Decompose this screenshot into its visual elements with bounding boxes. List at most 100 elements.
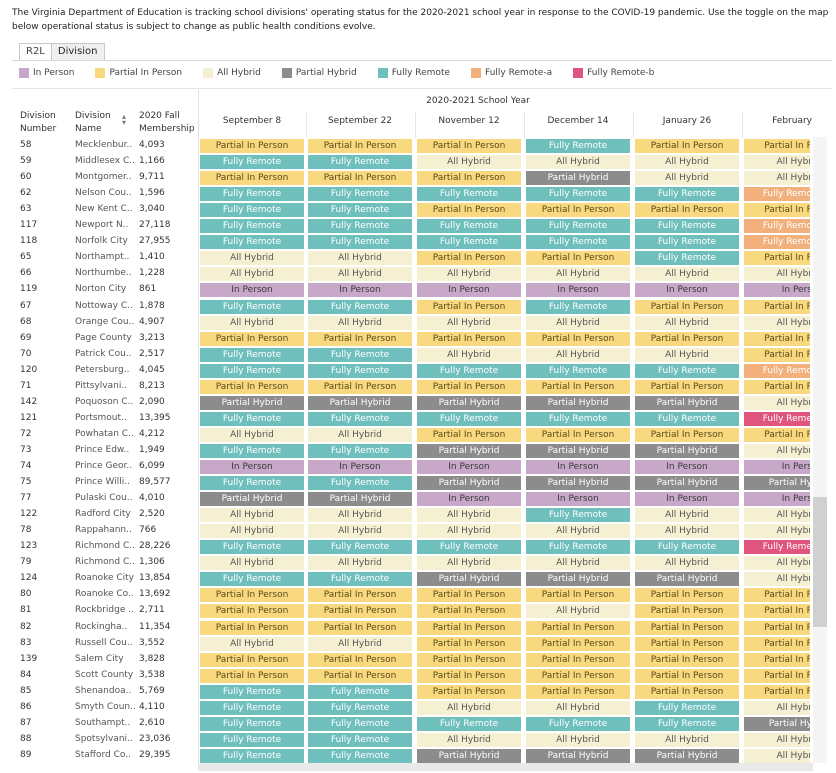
status-cell[interactable]: Partial In Person bbox=[635, 604, 739, 619]
status-cell[interactable]: Fully Remote bbox=[635, 411, 739, 426]
status-cell[interactable]: Fully Remote bbox=[200, 684, 304, 699]
status-cell[interactable]: All Hybrid bbox=[200, 508, 304, 523]
status-cell[interactable]: In Person bbox=[308, 283, 412, 298]
status-cell[interactable]: Fully Remote bbox=[308, 716, 412, 731]
status-cell[interactable]: All Hybrid bbox=[308, 315, 412, 330]
status-cell[interactable]: Partial In Person bbox=[526, 652, 630, 667]
legend-item[interactable]: Fully Remote bbox=[377, 66, 450, 80]
status-cell[interactable]: Partial In Person bbox=[417, 684, 521, 699]
status-cell[interactable]: Partial Hy bbox=[744, 716, 810, 731]
status-cell[interactable]: All Hybr bbox=[744, 315, 810, 330]
status-cell[interactable]: Fully Remote bbox=[200, 203, 304, 218]
status-cell[interactable]: All Hybrid bbox=[635, 347, 739, 362]
status-cell[interactable]: Partial Hy bbox=[744, 476, 810, 491]
status-cell[interactable]: Fully Remote bbox=[635, 187, 739, 202]
status-cell[interactable]: In Person bbox=[417, 283, 521, 298]
status-cell[interactable]: In Person bbox=[526, 460, 630, 474]
vertical-scrollbar[interactable] bbox=[813, 137, 827, 763]
status-cell[interactable]: Partial Hybrid bbox=[635, 748, 739, 763]
membership-header[interactable]: 2020 Fall Membership bbox=[139, 111, 195, 134]
status-cell[interactable]: All Hybr bbox=[744, 443, 810, 458]
status-cell[interactable]: Fully Remote bbox=[308, 540, 412, 555]
status-cell[interactable]: Partial In Person bbox=[417, 331, 521, 346]
status-cell[interactable]: All Hybr bbox=[744, 700, 810, 715]
status-cell[interactable]: Fully Remo bbox=[744, 187, 810, 202]
status-cell[interactable]: Partial In Person bbox=[417, 299, 521, 314]
status-cell[interactable]: Fully Remote bbox=[526, 716, 630, 731]
legend-item[interactable]: In Person bbox=[19, 66, 74, 80]
column-header[interactable]: December 14 bbox=[547, 116, 609, 126]
status-cell[interactable]: All Hybr bbox=[744, 395, 810, 410]
status-cell[interactable]: Partial Hybrid bbox=[526, 476, 630, 491]
vertical-scroll-thumb[interactable] bbox=[813, 497, 827, 627]
status-cell[interactable]: Fully Remote bbox=[200, 700, 304, 715]
status-cell[interactable]: All Hybrid bbox=[635, 556, 739, 571]
status-cell[interactable]: All Hybrid bbox=[417, 315, 521, 330]
status-cell[interactable]: Partial In Person bbox=[417, 668, 521, 683]
status-cell[interactable]: Partial In Person bbox=[635, 331, 739, 346]
status-cell[interactable]: Fully Remote bbox=[635, 251, 739, 266]
status-cell[interactable]: All Hybr bbox=[744, 748, 810, 763]
status-cell[interactable]: Fully Remote bbox=[635, 235, 739, 250]
status-cell[interactable]: Partial In Person bbox=[635, 379, 739, 394]
status-cell[interactable]: Partial In Person bbox=[635, 427, 739, 442]
status-cell[interactable]: Fully Remote bbox=[200, 299, 304, 314]
status-cell[interactable]: Partial In Person bbox=[308, 604, 412, 619]
status-cell[interactable]: All Hybrid bbox=[635, 155, 739, 170]
horizontal-scrollbar[interactable] bbox=[198, 763, 813, 771]
status-cell[interactable]: In Pers bbox=[744, 460, 810, 474]
status-cell[interactable]: Fully Remote bbox=[200, 155, 304, 170]
status-cell[interactable]: Partial In Person bbox=[417, 171, 521, 186]
status-cell[interactable]: Partial Hybrid bbox=[635, 476, 739, 491]
status-cell[interactable]: Partial In Person bbox=[526, 636, 630, 651]
status-cell[interactable]: Fully Remote bbox=[200, 716, 304, 731]
status-cell[interactable]: Fully Remote bbox=[200, 476, 304, 491]
status-cell[interactable]: All Hybrid bbox=[526, 700, 630, 715]
status-cell[interactable]: All Hybrid bbox=[308, 636, 412, 651]
status-cell[interactable]: All Hybrid bbox=[308, 251, 412, 266]
status-cell[interactable]: Fully Remote bbox=[526, 299, 630, 314]
legend-item[interactable]: Partial In Person bbox=[95, 66, 182, 80]
legend-item[interactable]: Partial Hybrid bbox=[281, 66, 357, 80]
status-cell[interactable]: Fully Remote bbox=[526, 363, 630, 378]
status-cell[interactable]: All Hybrid bbox=[308, 427, 412, 442]
status-cell[interactable]: Partial In P bbox=[744, 299, 810, 314]
status-cell[interactable]: Partial In Person bbox=[308, 139, 412, 153]
status-cell[interactable]: All Hybr bbox=[744, 155, 810, 170]
status-cell[interactable]: All Hybrid bbox=[635, 508, 739, 523]
status-cell[interactable]: All Hybrid bbox=[417, 267, 521, 282]
status-cell[interactable]: All Hybrid bbox=[635, 267, 739, 282]
status-cell[interactable]: Partial Hybrid bbox=[200, 492, 304, 507]
status-cell[interactable]: Fully Remote bbox=[308, 572, 412, 587]
status-cell[interactable]: All Hybrid bbox=[308, 524, 412, 539]
status-cell[interactable]: Partial In Person bbox=[417, 652, 521, 667]
status-cell[interactable]: Partial In P bbox=[744, 379, 810, 394]
status-cell[interactable]: All Hybr bbox=[744, 524, 810, 539]
status-cell[interactable]: Partial In Person bbox=[526, 251, 630, 266]
status-cell[interactable]: Partial Hybrid bbox=[417, 476, 521, 491]
status-cell[interactable]: Fully Reme bbox=[744, 540, 810, 555]
status-cell[interactable]: Partial In Person bbox=[417, 620, 521, 635]
status-cell[interactable]: Partial In Person bbox=[417, 139, 521, 153]
legend-item[interactable]: Fully Remote-b bbox=[573, 66, 654, 80]
status-cell[interactable]: Partial In P bbox=[744, 684, 810, 699]
status-cell[interactable]: In Person bbox=[200, 460, 304, 474]
status-cell[interactable]: All Hybrid bbox=[526, 267, 630, 282]
status-cell[interactable]: Partial In Person bbox=[526, 379, 630, 394]
status-cell[interactable]: Fully Remote bbox=[308, 235, 412, 250]
status-cell[interactable]: Partial In Person bbox=[635, 652, 739, 667]
status-cell[interactable]: Fully Remo bbox=[744, 235, 810, 250]
status-cell[interactable]: Partial In P bbox=[744, 251, 810, 266]
status-cell[interactable]: Partial In Person bbox=[417, 203, 521, 218]
status-cell[interactable]: In Person bbox=[526, 283, 630, 298]
status-cell[interactable]: All Hybr bbox=[744, 572, 810, 587]
status-cell[interactable]: Partial In Person bbox=[200, 379, 304, 394]
status-cell[interactable]: Partial In Person bbox=[200, 668, 304, 683]
column-header[interactable]: September 8 bbox=[222, 116, 282, 126]
status-cell[interactable]: Fully Remote bbox=[417, 411, 521, 426]
status-cell[interactable]: Partial In Person bbox=[308, 171, 412, 186]
status-cell[interactable]: Fully Remote bbox=[308, 363, 412, 378]
status-cell[interactable]: Fully Remote bbox=[308, 732, 412, 747]
column-header[interactable]: January 26 bbox=[662, 116, 712, 126]
status-cell[interactable]: All Hybrid bbox=[308, 267, 412, 282]
